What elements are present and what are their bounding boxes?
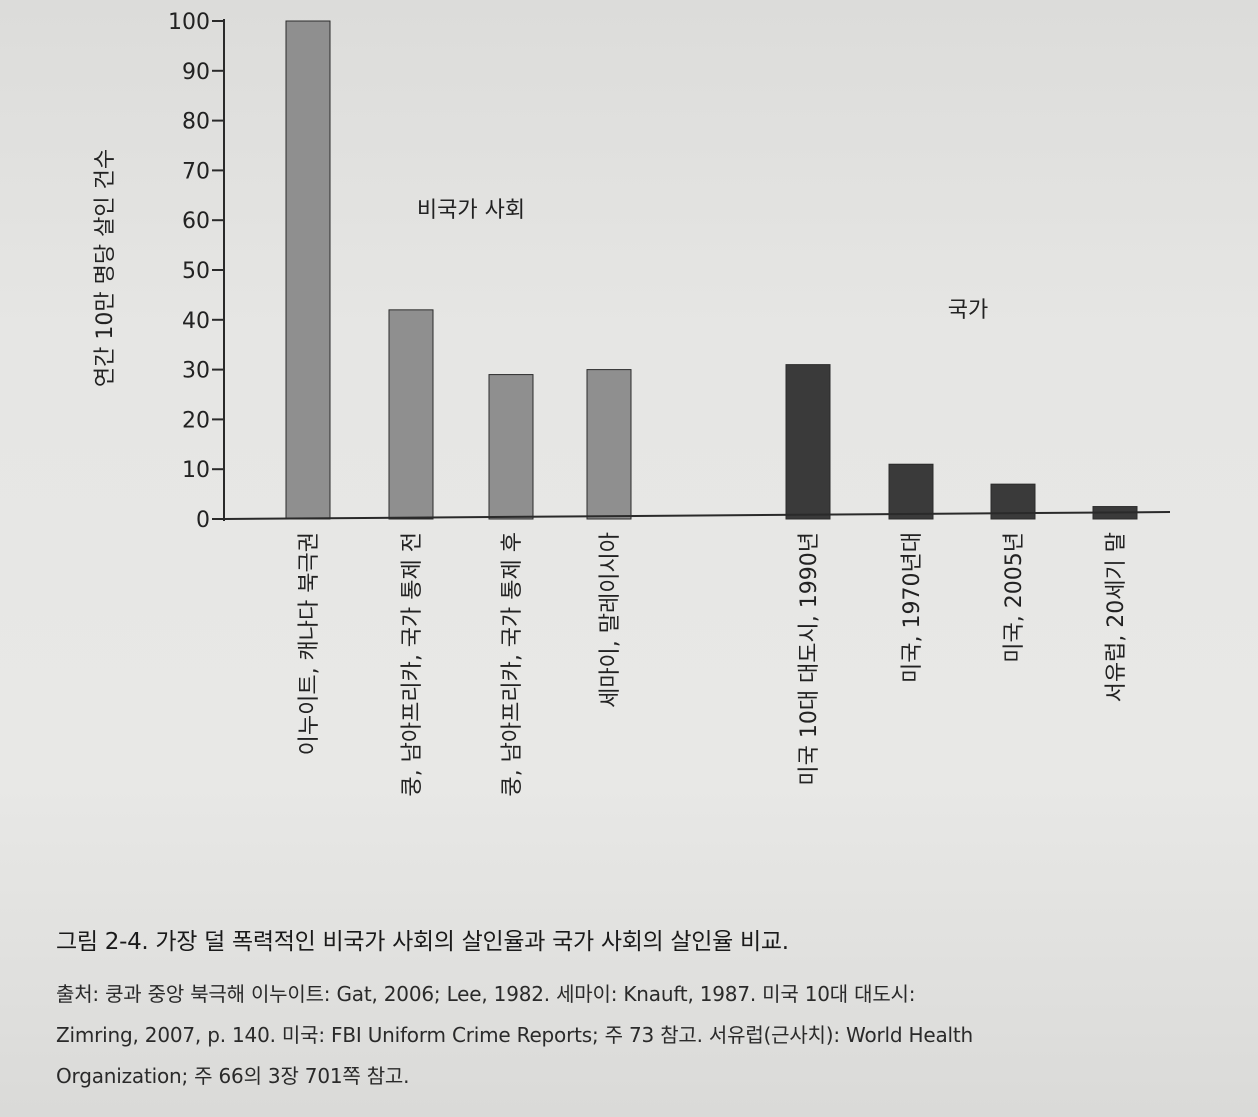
y-tick-label: 20	[182, 408, 210, 433]
y-tick-label: 70	[182, 159, 210, 184]
y-tick-label: 100	[168, 10, 210, 35]
figure-caption: 그림 2-4. 가장 덜 폭력적인 비국가 사회의 살인율과 국가 사회의 살인…	[56, 929, 789, 955]
category-label: 미국, 1970년대	[900, 532, 925, 683]
category-label: 쿵, 남아프리카, 국가 통제 후	[500, 532, 525, 797]
category-label: 미국, 2005년	[1002, 532, 1027, 663]
source-line: 출처: 쿵과 중앙 북극해 이누이트: Gat, 2006; Lee, 1982…	[56, 982, 916, 1006]
bar	[285, 20, 331, 520]
category-label: 쿵, 남아프리카, 국가 통제 전	[400, 532, 425, 797]
bar-chart: 0 10 20 30 40 50 60 70 80 90 100 이누이트, 캐나다 북극권 쿵, 남…	[93, 10, 1171, 797]
category-label: 세마이, 말레이시아	[598, 532, 623, 708]
group-label-non-state: 비국가 사회	[417, 198, 525, 223]
y-tick-label: 50	[182, 259, 210, 284]
category-label: 이누이트, 캐나다 북극권	[297, 532, 322, 755]
source-line: Organization; 주 66의 3장 701쪽 참고.	[56, 1064, 410, 1088]
category-label: 미국 10대 대도시, 1990년	[797, 532, 822, 786]
bar	[586, 369, 632, 520]
x-axis-line	[223, 511, 1171, 520]
bars	[285, 20, 1138, 520]
y-axis-label: 연간 10만 명당 살인 건수	[93, 149, 118, 387]
bar	[388, 309, 434, 520]
y-tick-label: 90	[182, 60, 210, 85]
y-tick-label: 0	[196, 508, 210, 533]
y-tick-label: 30	[182, 359, 210, 384]
source-line: Zimring, 2007, p. 140. 미국: FBI Uniform C…	[56, 1023, 973, 1047]
bar	[488, 374, 534, 520]
category-labels: 이누이트, 캐나다 북극권 쿵, 남아프리카, 국가 통제 전 쿵, 남아프리카, …	[297, 532, 1129, 797]
y-tick-label: 80	[182, 110, 210, 135]
x-axis	[223, 511, 1171, 520]
bar	[888, 463, 934, 520]
group-label-state: 국가	[948, 298, 988, 323]
y-tick-label: 10	[182, 458, 210, 483]
y-tick-label: 60	[182, 209, 210, 234]
category-label: 서유럽, 20세기 말	[1104, 532, 1129, 702]
y-axis: 0 10 20 30 40 50 60 70 80 90 100	[168, 10, 225, 533]
figure-source: 출처: 쿵과 중앙 북극해 이누이트: Gat, 2006; Lee, 1982…	[56, 974, 1226, 1097]
bar	[785, 364, 831, 520]
y-tick-label: 40	[182, 309, 210, 334]
